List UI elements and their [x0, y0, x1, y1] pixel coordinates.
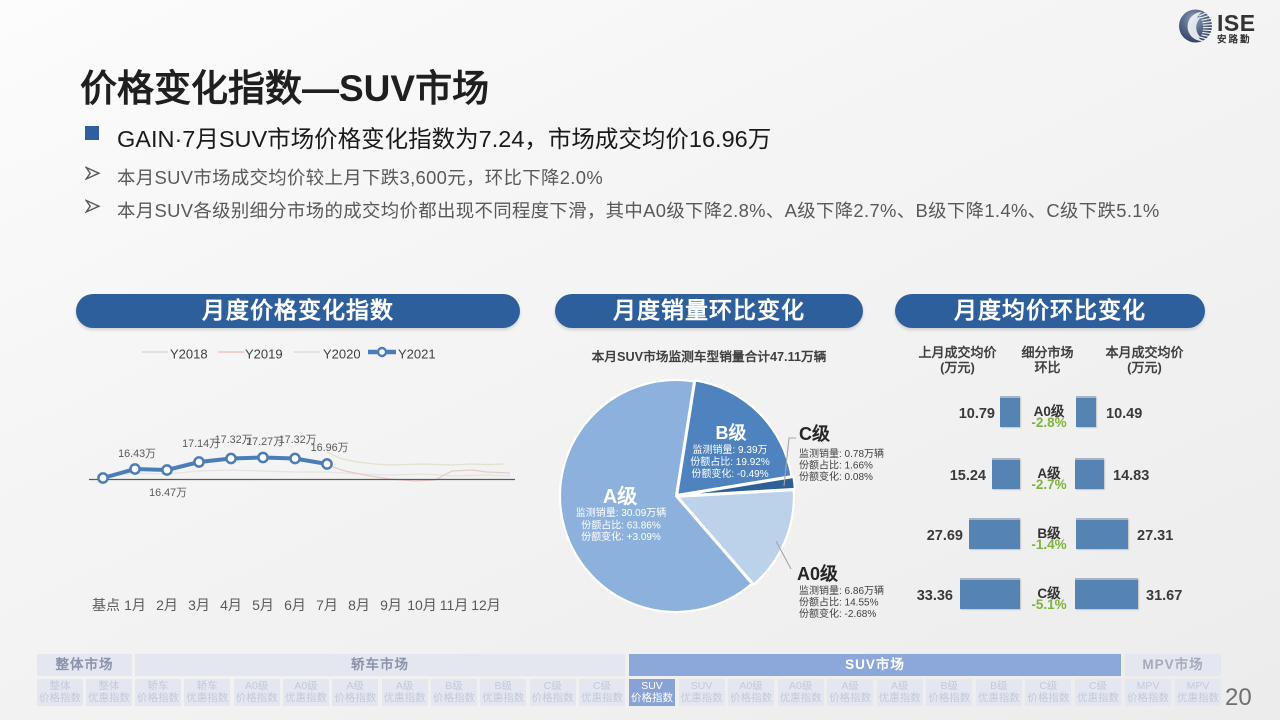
svg-text:安路勤: 安路勤 [1217, 34, 1252, 46]
svg-text:A级: A级 [603, 484, 637, 508]
svg-text:份额变化: +3.09%: 份额变化: +3.09% [581, 530, 661, 543]
svg-text:7月: 7月 [316, 597, 338, 613]
svg-text:份额变化: 0.08%: 份额变化: 0.08% [799, 470, 873, 483]
svg-text:10月: 10月 [407, 597, 437, 613]
svg-text:16.96万: 16.96万 [311, 442, 349, 454]
svg-text:9月: 9月 [380, 597, 402, 613]
svg-text:Y2018: Y2018 [170, 347, 208, 362]
svg-text:3月: 3月 [188, 597, 210, 613]
svg-text:A0级: A0级 [797, 563, 839, 584]
svg-text:11月: 11月 [440, 597, 469, 613]
svg-text:17.32万: 17.32万 [215, 434, 253, 446]
svg-text:基点: 基点 [92, 597, 120, 613]
svg-text:B级: B级 [716, 422, 748, 443]
svg-text:12月: 12月 [471, 597, 501, 613]
svg-text:监测销量: 6.86万辆: 监测销量: 6.86万辆 [799, 584, 884, 597]
svg-text:监测销量: 0.78万辆: 监测销量: 0.78万辆 [799, 447, 884, 460]
svg-text:ISE: ISE [1217, 10, 1256, 36]
svg-text:份额占比: 63.86%: 份额占比: 63.86% [581, 519, 661, 532]
svg-text:8月: 8月 [348, 597, 370, 613]
svg-text:C级: C级 [799, 423, 831, 444]
svg-text:份额变化: -2.68%: 份额变化: -2.68% [799, 607, 876, 620]
svg-text:17.27万: 17.27万 [246, 436, 284, 448]
svg-text:份额占比: 14.55%: 份额占比: 14.55% [799, 596, 879, 609]
svg-text:份额占比: 1.66%: 份额占比: 1.66% [799, 459, 873, 472]
svg-text:1月: 1月 [124, 597, 146, 613]
svg-text:16.47万: 16.47万 [149, 487, 187, 499]
svg-text:6月: 6月 [284, 597, 306, 613]
svg-text:Y2021: Y2021 [398, 347, 436, 362]
svg-text:17.14万: 17.14万 [182, 438, 220, 450]
svg-text:16.43万: 16.43万 [118, 448, 156, 460]
svg-text:2月: 2月 [156, 597, 178, 613]
svg-text:17.32万: 17.32万 [279, 434, 317, 446]
svg-text:5月: 5月 [252, 597, 274, 613]
svg-text:份额变化: -0.49%: 份额变化: -0.49% [691, 467, 768, 480]
svg-text:份额占比: 19.92%: 份额占比: 19.92% [690, 455, 770, 468]
svg-text:4月: 4月 [220, 597, 242, 613]
svg-text:Y2019: Y2019 [245, 347, 283, 362]
svg-text:监测销量: 9.39万: 监测销量: 9.39万 [692, 443, 767, 456]
svg-text:监测销量: 30.09万辆: 监测销量: 30.09万辆 [576, 506, 667, 519]
svg-text:Y2020: Y2020 [323, 347, 361, 362]
